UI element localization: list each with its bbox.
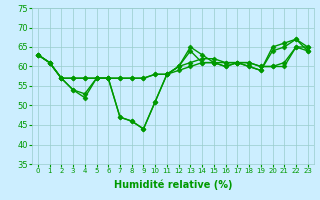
X-axis label: Humidité relative (%): Humidité relative (%) (114, 180, 232, 190)
